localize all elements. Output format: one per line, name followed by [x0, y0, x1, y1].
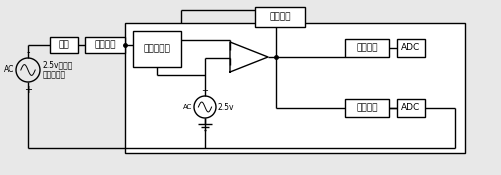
Text: 滤波放大: 滤波放大 [356, 44, 377, 52]
Text: 2.5v有效值: 2.5v有效值 [43, 61, 73, 69]
Text: 传感器线圈: 传感器线圈 [143, 44, 170, 54]
Bar [255, 7, 305, 27]
Bar [50, 37, 78, 53]
Text: 放大: 放大 [59, 40, 69, 50]
Text: AC: AC [4, 65, 14, 75]
Text: -: - [26, 47, 30, 57]
Text: +: + [24, 85, 32, 95]
Bar [344, 39, 388, 57]
Text: AC: AC [182, 104, 191, 110]
Bar [344, 99, 388, 117]
Text: 2.5v: 2.5v [217, 103, 234, 111]
Text: 精密电阻: 精密电阻 [269, 12, 290, 22]
Bar [396, 99, 424, 117]
Text: +: + [201, 86, 208, 95]
Text: 正弦波激励: 正弦波激励 [43, 71, 66, 79]
Bar [85, 37, 125, 53]
Bar [396, 39, 424, 57]
Text: 滤波放大: 滤波放大 [356, 103, 377, 113]
Bar [125, 23, 464, 153]
Text: 限流电阻: 限流电阻 [94, 40, 116, 50]
Text: ADC: ADC [401, 44, 420, 52]
Bar [133, 31, 181, 67]
Text: ADC: ADC [401, 103, 420, 113]
